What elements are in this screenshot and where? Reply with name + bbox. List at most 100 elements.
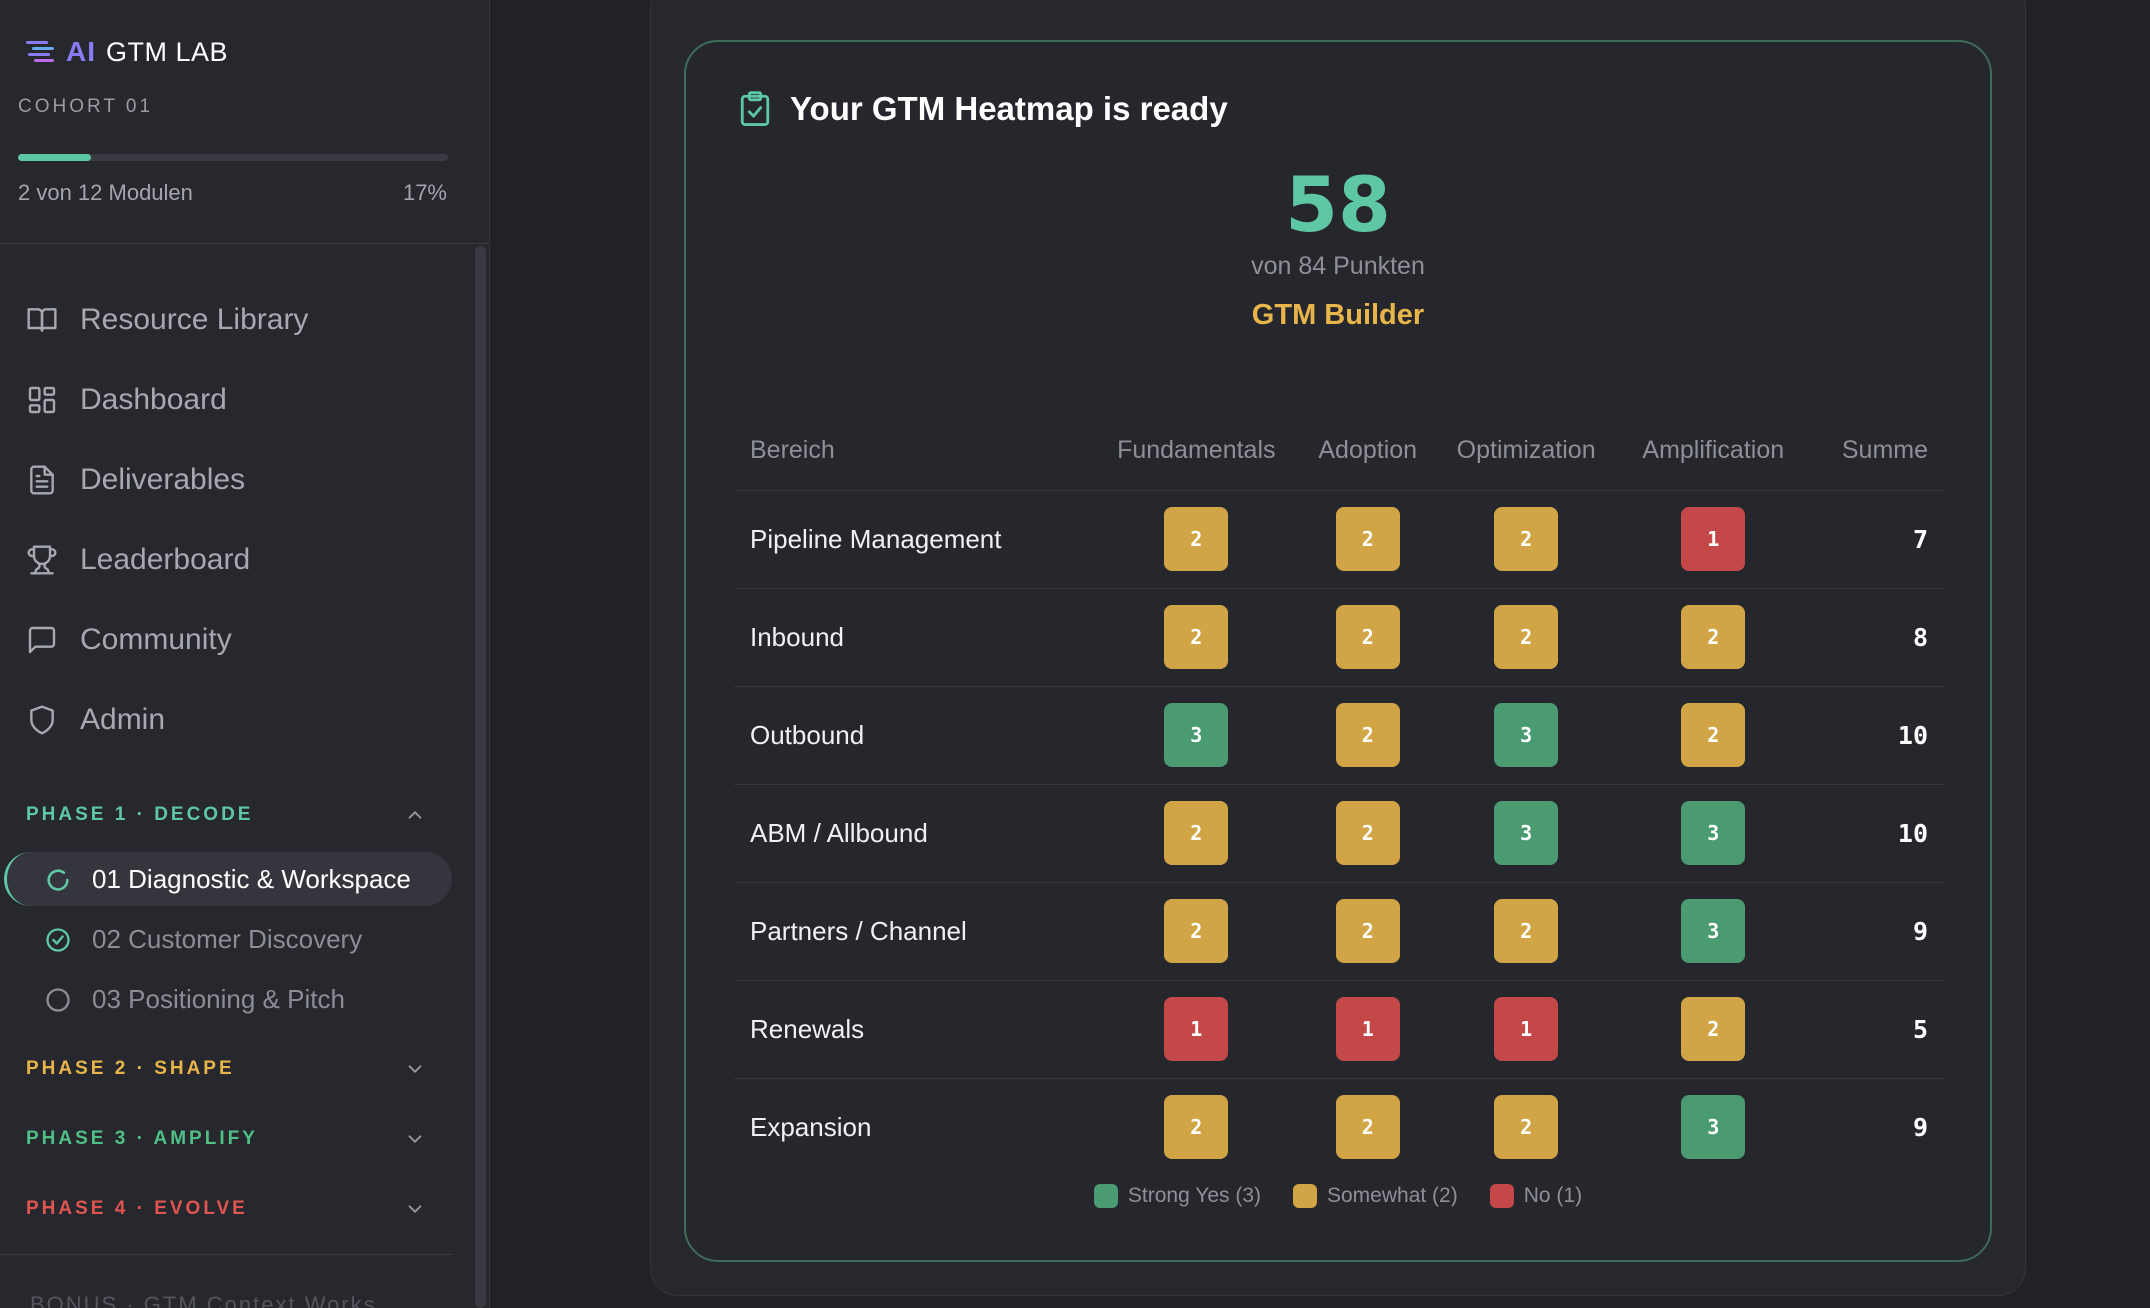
- legend-label: No (1): [1523, 1184, 1583, 1207]
- column-header: Optimization: [1433, 412, 1619, 491]
- check-circle-icon: [46, 927, 70, 952]
- phase-1-header[interactable]: PHASE 1 · DECODE: [26, 804, 426, 826]
- heatmap-cell-container: 2: [1301, 784, 1434, 883]
- heatmap-cell-container: 3: [1618, 784, 1808, 883]
- legend-swatch: [1489, 1184, 1514, 1208]
- heatmap-cell-container: 3: [1090, 686, 1302, 785]
- phase-label: PHASE 3 · AMPLIFY: [26, 1128, 258, 1149]
- legend-swatch: [1093, 1184, 1118, 1208]
- heatmap-cell: 1: [1335, 997, 1400, 1061]
- module-label: 02 Customer Discovery: [92, 924, 363, 954]
- heatmap-cell-container: 3: [1619, 1078, 1808, 1176]
- heatmap-cell: 2: [1494, 1095, 1559, 1160]
- chat-icon: [28, 626, 56, 654]
- cohort-label: COHORT 01: [18, 96, 154, 117]
- legend-item: No (1): [1489, 1184, 1583, 1208]
- table-row: ABM / Allbound 2 2 3 3 10: [734, 784, 1944, 883]
- table-header-row: Bereich Fundamentals Adoption Optimizati…: [734, 412, 1944, 491]
- main-nav: Resource Library Dashboard Deliverables …: [26, 280, 308, 760]
- legend-label: Somewhat (2): [1327, 1184, 1458, 1207]
- heatmap-cell-container: 2: [1090, 588, 1302, 687]
- heatmap-cell-container: 2: [1618, 980, 1808, 1079]
- nav-item-community[interactable]: Community: [26, 600, 308, 680]
- nav-label: Resource Library: [80, 303, 309, 336]
- module-label: 03 Positioning & Pitch: [92, 984, 345, 1014]
- module-progress-percent: 17%: [402, 180, 447, 205]
- column-header: Fundamentals: [1090, 412, 1302, 491]
- dashboard-icon: [28, 386, 56, 414]
- heatmap-cell: 2: [1335, 703, 1400, 767]
- heatmap-cell-container: 1: [1618, 490, 1808, 589]
- nav-item-admin[interactable]: Admin: [26, 680, 308, 760]
- row-area-label: Pipeline Management: [734, 490, 1091, 589]
- module-item-01[interactable]: 01 Diagnostic & Workspace: [44, 864, 411, 895]
- nav-label: Community: [80, 623, 232, 656]
- heatmap-cell-container: 2: [1090, 490, 1302, 589]
- heatmap-legend: Strong Yes (3) Somewhat (2) No (1): [686, 1184, 1990, 1208]
- bonus-item[interactable]: BONUS · GTM Context Works: [30, 1292, 377, 1308]
- heatmap-cell-container: 2: [1618, 588, 1808, 687]
- heatmap-cell: 2: [1164, 899, 1229, 963]
- heatmap-cell-container: 2: [1433, 882, 1619, 981]
- phase-4-header[interactable]: PHASE 4 · EVOLVE: [26, 1198, 426, 1220]
- module-progress-text: 2 von 12 Modulen: [18, 180, 193, 205]
- heatmap-cell: 2: [1681, 605, 1746, 669]
- row-area-label: ABM / Allbound: [734, 784, 1091, 883]
- heatmap-cell: 3: [1681, 899, 1746, 963]
- heatmap-cell: 1: [1494, 997, 1559, 1061]
- table-row: Renewals 1 1 1 2 5: [734, 980, 1944, 1079]
- heatmap-cell: 2: [1164, 507, 1229, 571]
- phase-label: PHASE 1 · DECODE: [26, 804, 254, 825]
- row-sum: 5: [1807, 980, 1944, 1079]
- module-item-02[interactable]: 02 Customer Discovery: [44, 924, 362, 955]
- nav-label: Dashboard: [80, 383, 227, 416]
- legend-item: Strong Yes (3): [1093, 1184, 1261, 1208]
- sidebar: AI GTM LAB COHORT 01 2 von 12 Modulen 17…: [0, 0, 490, 1308]
- sidebar-bottom-divider: [0, 1254, 452, 1255]
- chevron-down-icon: [408, 1135, 422, 1143]
- nav-item-deliverables[interactable]: Deliverables: [26, 440, 308, 520]
- row-sum: 10: [1807, 686, 1944, 785]
- brand-ai: AI: [66, 36, 96, 67]
- shield-icon: [30, 705, 54, 735]
- logo-mark-icon: [26, 41, 54, 62]
- brand-logo[interactable]: AI GTM LAB: [26, 36, 228, 68]
- heatmap-cell: 2: [1335, 1095, 1400, 1160]
- heatmap-cell: 2: [1335, 801, 1400, 865]
- legend-item: Somewhat (2): [1293, 1184, 1458, 1208]
- row-area-label: Renewals: [734, 980, 1091, 1079]
- row-area-label: Inbound: [734, 588, 1091, 687]
- heatmap-cell: 2: [1335, 605, 1400, 669]
- module-item-03[interactable]: 03 Positioning & Pitch: [44, 984, 345, 1015]
- heatmap-cell: 1: [1164, 997, 1229, 1061]
- nav-label: Admin: [80, 703, 166, 736]
- row-sum: 9: [1912, 1112, 1928, 1142]
- phase-2-header[interactable]: PHASE 2 · SHAPE: [26, 1058, 426, 1080]
- phase-3-header[interactable]: PHASE 3 · AMPLIFY: [26, 1128, 426, 1150]
- module-label: 01 Diagnostic & Workspace: [92, 864, 411, 894]
- heatmap-cell: 3: [1494, 801, 1559, 865]
- heatmap-cell: 2: [1494, 605, 1559, 669]
- legend-swatch: [1293, 1184, 1317, 1208]
- table-row: Partners / Channel 2 2 2 3 9: [734, 882, 1944, 981]
- heatmap-cell-container: 2: [1301, 588, 1434, 687]
- heatmap-cell: 2: [1494, 899, 1559, 963]
- nav-item-resource-library[interactable]: Resource Library: [26, 280, 308, 360]
- heatmap-cell-container: 2: [1090, 784, 1302, 883]
- heatmap-cell: 2: [1494, 507, 1559, 571]
- nav-item-dashboard[interactable]: Dashboard: [26, 360, 308, 440]
- column-header: Adoption: [1301, 412, 1434, 491]
- heatmap-cell-container: 3: [1618, 882, 1808, 981]
- active-module-highlight: [4, 852, 452, 906]
- row-sum: 10: [1807, 784, 1944, 883]
- phase-label: PHASE 4 · EVOLVE: [26, 1198, 248, 1219]
- heatmap-cell: 2: [1681, 703, 1746, 767]
- column-header: Bereich: [734, 412, 1091, 491]
- sidebar-scrollbar[interactable]: [475, 246, 486, 1308]
- heatmap-cell-container: 2: [1618, 686, 1808, 785]
- brand-name: GTM LAB: [106, 36, 229, 67]
- nav-item-leaderboard[interactable]: Leaderboard: [26, 520, 308, 600]
- row-area-label: Expansion: [750, 1111, 872, 1142]
- score-value: 58: [1285, 160, 1391, 249]
- heatmap-cell: 3: [1681, 801, 1746, 865]
